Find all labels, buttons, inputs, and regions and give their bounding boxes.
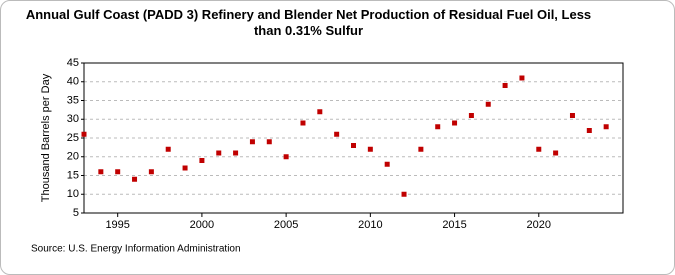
y-tick-label: 5 [73, 207, 79, 219]
point [536, 146, 542, 152]
point [216, 150, 222, 156]
point [367, 146, 373, 152]
point [233, 150, 239, 156]
x-tick-label: 2005 [274, 219, 298, 231]
plot-frame [83, 62, 624, 214]
y-tick-label: 30 [67, 113, 79, 125]
y-tick-label: 20 [67, 151, 79, 163]
point [384, 161, 390, 167]
point [502, 83, 508, 88]
y-tick-label: 35 [67, 94, 79, 106]
x-tick-label: 2015 [442, 219, 466, 231]
point [199, 158, 205, 163]
point [485, 101, 491, 107]
point [148, 169, 154, 175]
point [81, 131, 87, 137]
x-tick-label: 1995 [105, 219, 129, 231]
point [468, 113, 474, 118]
point [452, 120, 458, 126]
point [519, 75, 525, 81]
chart-title: Annual Gulf Coast (PADD 3) Refinery and … [25, 7, 592, 38]
point [165, 146, 171, 152]
x-tick-label: 2020 [527, 219, 551, 231]
point [182, 165, 188, 171]
point [317, 109, 323, 115]
point [553, 150, 559, 156]
x-tick-label: 2000 [190, 219, 214, 231]
point [586, 128, 592, 133]
point [603, 124, 609, 130]
point [569, 113, 575, 118]
point [300, 120, 306, 126]
point [334, 131, 340, 137]
x-tick-label: 2010 [358, 219, 382, 231]
y-tick-label: 10 [67, 188, 79, 200]
point [401, 191, 407, 197]
point [115, 169, 121, 175]
y-tick-label: 45 [67, 57, 79, 69]
point [98, 169, 104, 175]
source: Source: U.S. Energy Information Administ… [31, 244, 241, 255]
y-tick-label: 40 [67, 76, 79, 88]
point [351, 143, 356, 148]
point [418, 146, 424, 152]
point [266, 139, 272, 145]
y-tick-label: 25 [67, 132, 79, 144]
point [132, 176, 138, 182]
y-tick-label: 15 [67, 169, 79, 181]
y-axis-label: Thousand Barrels per Day [40, 73, 52, 202]
point [435, 124, 441, 130]
point [249, 139, 255, 145]
point [283, 154, 289, 160]
